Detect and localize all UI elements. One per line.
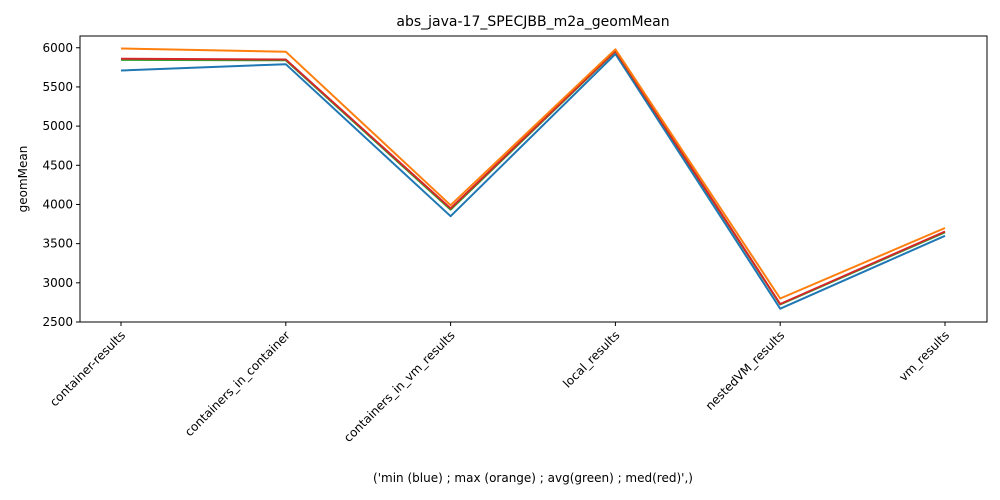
y-tick-label: 6000	[42, 41, 73, 55]
y-tick-label: 3000	[42, 276, 73, 290]
y-tick-label: 5000	[42, 119, 73, 133]
plot-frame	[79, 35, 988, 323]
y-axis-label: geomMean	[16, 146, 30, 213]
y-tick-label: 4500	[42, 158, 73, 172]
x-tick-label: vm_results	[896, 328, 952, 384]
series-line-max	[120, 47, 946, 300]
x-axis-label: ('min (blue) ; max (orange) ; avg(green)…	[373, 471, 693, 485]
plot-background	[80, 36, 987, 322]
x-tick-label: nestedVM_results	[703, 328, 788, 413]
x-tick-label: container-results	[47, 328, 128, 409]
x-tick-label: containers_in_vm_results	[341, 328, 458, 445]
y-tick-label: 2500	[42, 315, 73, 329]
series-line-med	[120, 49, 946, 305]
y-tick-label: 3500	[42, 237, 73, 251]
chart-title: abs_java-17_SPECJBB_m2a_geomMean	[396, 14, 669, 30]
series-layer	[120, 47, 946, 310]
x-tick-label: containers_in_container	[182, 328, 293, 439]
x-tick-label: local_results	[560, 328, 622, 390]
series-line-min	[120, 53, 946, 310]
y-tick-label: 5500	[42, 80, 73, 94]
y-tick-label: 4000	[42, 197, 73, 211]
